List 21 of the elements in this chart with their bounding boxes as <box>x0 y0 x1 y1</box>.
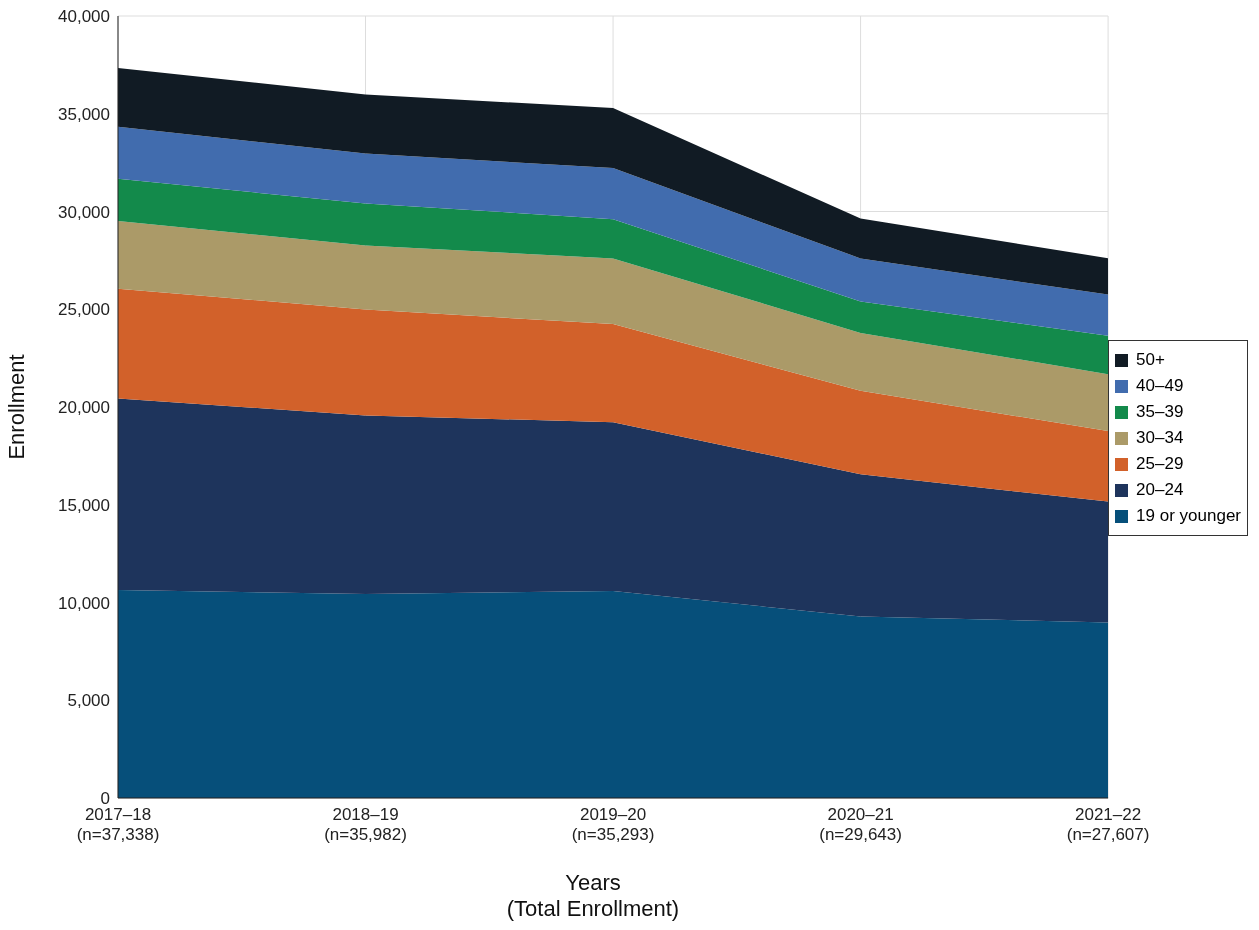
legend-label: 35–39 <box>1136 402 1184 422</box>
y-tick-label: 20,000 <box>58 398 110 418</box>
y-tick-label: 40,000 <box>58 7 110 27</box>
y-tick-label: 10,000 <box>58 593 110 613</box>
x-axis-title: Years (Total Enrollment) <box>505 870 681 922</box>
y-tick-label: 30,000 <box>58 202 110 222</box>
y-axis-title: Enrollment <box>3 354 29 460</box>
x-tick-label: 2020–21 (n=29,643) <box>819 805 902 844</box>
legend-label: 20–24 <box>1136 480 1184 500</box>
legend-label: 19 or younger <box>1136 506 1241 526</box>
legend-label: 30–34 <box>1136 428 1184 448</box>
y-tick-label: 5,000 <box>67 691 110 711</box>
legend-label: 25–29 <box>1136 454 1184 474</box>
y-tick-label: 35,000 <box>58 104 110 124</box>
legend-label: 40–49 <box>1136 376 1184 396</box>
x-tick-label: 2019–20 (n=35,293) <box>571 805 655 844</box>
x-tick-label: 2018–19 (n=35,982) <box>324 805 407 844</box>
y-tick-label: 15,000 <box>58 495 110 515</box>
x-tick-label: 2021–22 (n=27,607) <box>1066 805 1150 844</box>
legend-label: 50+ <box>1136 350 1165 370</box>
y-tick-label: 25,000 <box>58 300 110 320</box>
